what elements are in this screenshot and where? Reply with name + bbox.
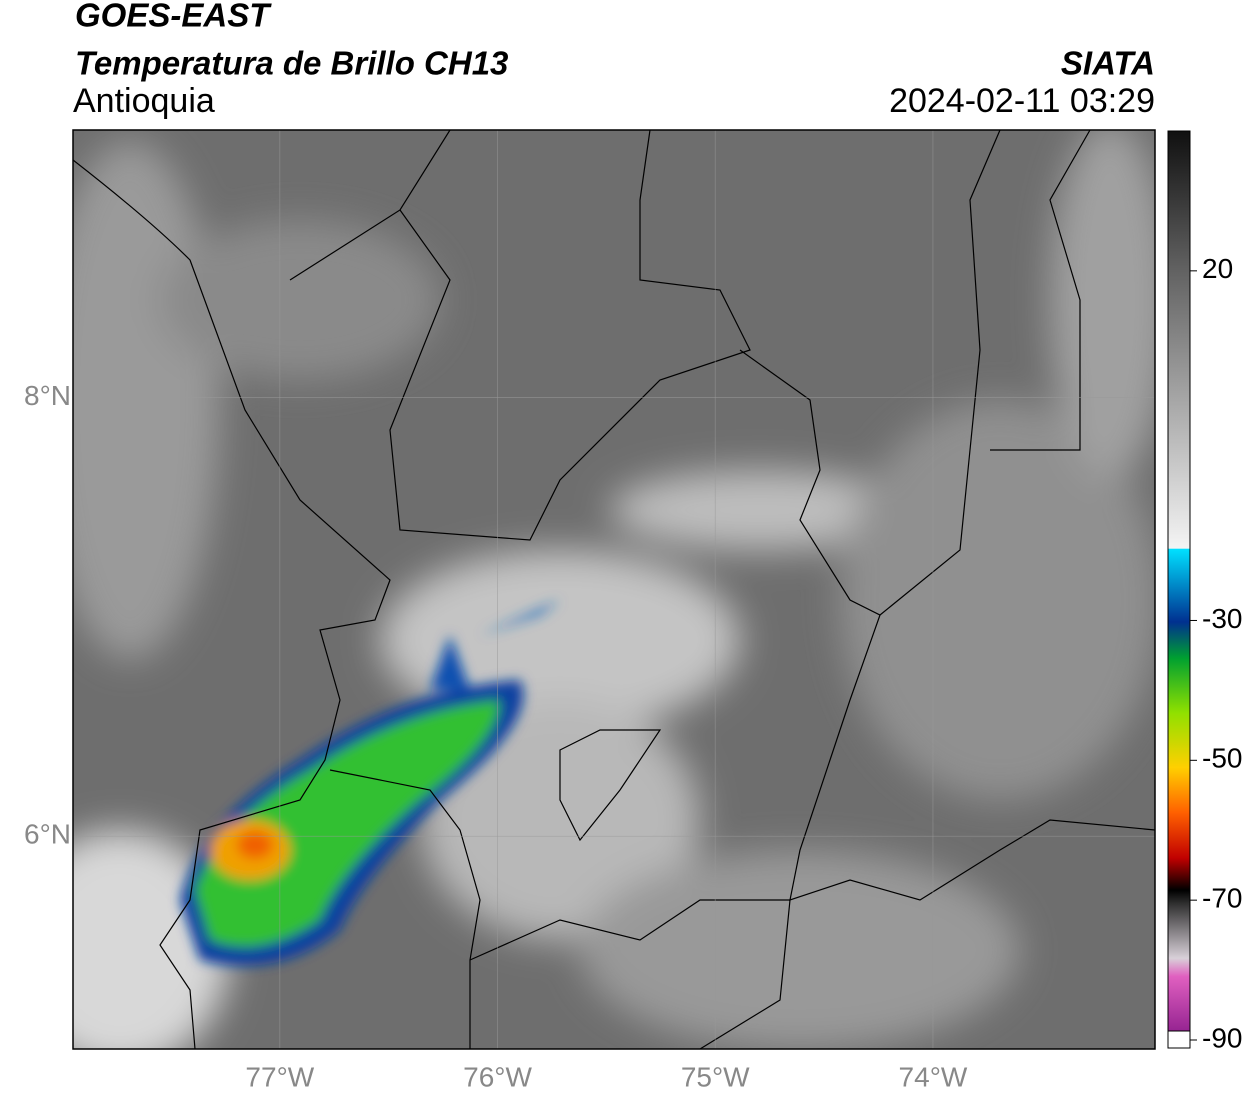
title: GOES-EAST [75,0,272,34]
y-tick-label: 8°N [24,380,71,411]
x-tick-label: 75°W [681,1061,750,1092]
colorbar-tick-label: -90 [1202,1022,1242,1053]
x-tick-label: 74°W [899,1061,968,1092]
x-tick-label: 77°W [245,1061,314,1092]
colorbar-tick-label: -50 [1202,743,1242,774]
region: Antioquia [73,82,215,120]
subtitle: Temperatura de Brillo CH13 [75,45,508,82]
map-frame [72,129,1156,1050]
graticule [73,130,1155,1049]
colorbar-tick-label: -70 [1202,883,1242,914]
y-tick-label: 6°N [24,819,71,850]
colorbar-tick-label: -30 [1202,603,1242,634]
satellite-image [73,130,1155,1049]
colorbar-tick-label: 20 [1202,253,1233,284]
colorbar [1168,131,1190,1040]
x-tick-label: 76°W [463,1061,532,1092]
datetime: 2024-02-11 03:29 [889,82,1155,120]
colorbar-frame [1167,130,1191,1049]
colorbar-under [1167,1030,1191,1049]
source: SIATA [1061,45,1155,82]
